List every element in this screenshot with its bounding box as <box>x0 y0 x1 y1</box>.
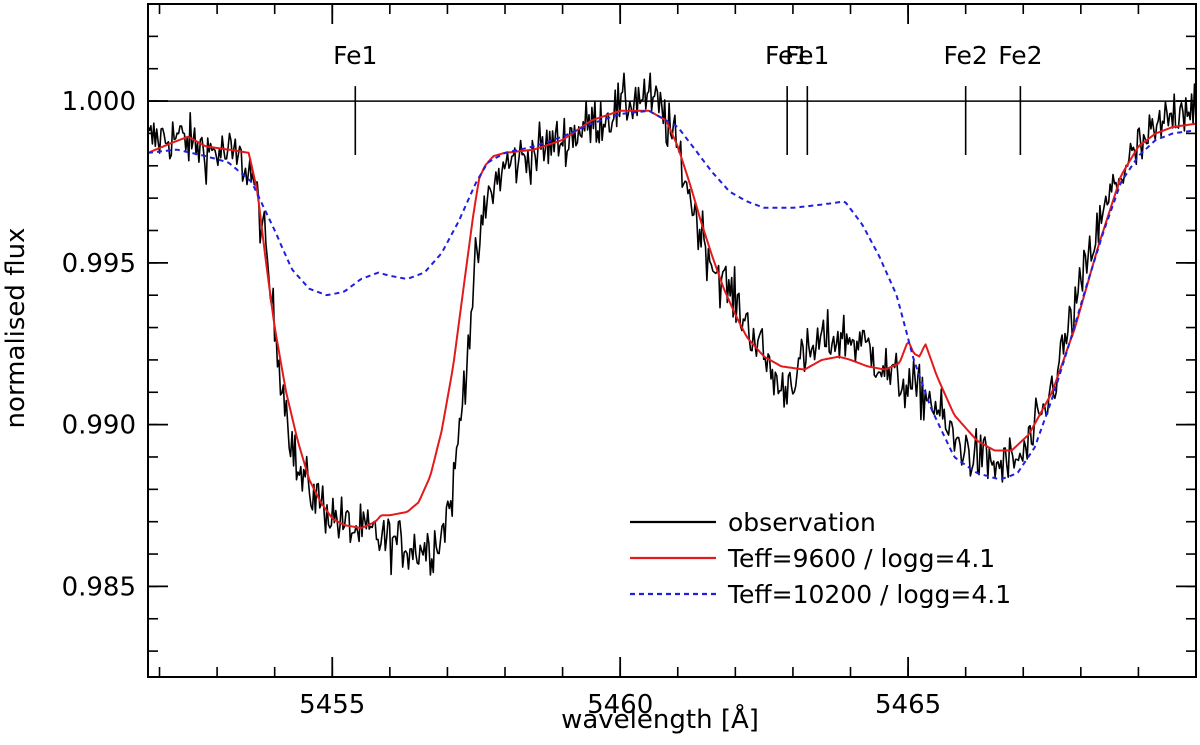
legend-label: Teff=10200 / logg=4.1 <box>727 580 1011 609</box>
y-tick-label: 0.995 <box>62 249 136 279</box>
x-tick-label: 5465 <box>875 690 941 720</box>
line-marker-label: Fe1 <box>333 41 377 70</box>
line-marker-label: Fe1 <box>785 41 829 70</box>
series-group <box>147 72 1197 576</box>
y-tick-label: 1.000 <box>62 87 136 117</box>
y-tick-label: 0.990 <box>62 411 136 441</box>
x-tick-label: 5455 <box>299 690 365 720</box>
line-marker-label: Fe2 <box>944 41 988 70</box>
y-tick-label: 0.985 <box>62 572 136 602</box>
axes-group: 5455 5460 5465 0.985 0.990 0.995 1.000 <box>62 3 1197 720</box>
x-tick-label: 5460 <box>587 690 653 720</box>
legend: observation Teff=9600 / logg=4.1 Teff=1020… <box>630 508 1011 609</box>
legend-label: Teff=9600 / logg=4.1 <box>727 544 995 573</box>
legend-label: observation <box>728 508 876 537</box>
x-axis-title: wavelength [Å] <box>561 703 759 735</box>
series-line-1 <box>147 109 1197 529</box>
line-marker-label: Fe1 <box>765 41 809 70</box>
plot-frame <box>147 3 1197 678</box>
y-axis-title: normalised flux <box>1 228 31 429</box>
line-marker-label: Fe2 <box>998 41 1042 70</box>
series-line-0 <box>147 72 1197 576</box>
